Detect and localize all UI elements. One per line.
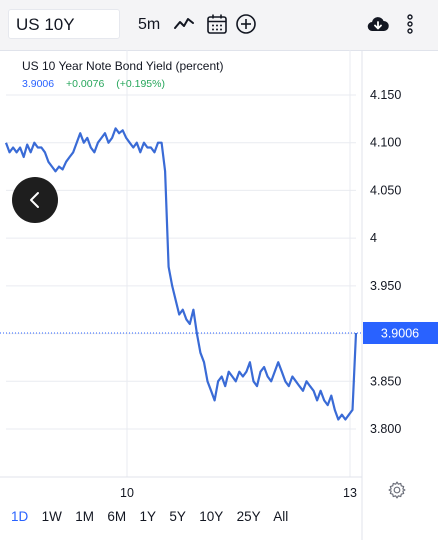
calendar-icon[interactable] <box>205 12 229 36</box>
x-tick-label: 13 <box>343 486 357 500</box>
x-tick-label: 10 <box>120 486 134 500</box>
range-1w[interactable]: 1W <box>41 509 62 524</box>
y-tick-label: 3.950 <box>370 279 401 293</box>
y-tick-label: 4.100 <box>370 136 401 150</box>
range-25y[interactable]: 25Y <box>236 509 261 524</box>
chevron-left-icon <box>30 192 39 208</box>
y-tick-label: 4.050 <box>370 183 401 197</box>
symbol-label: US 10Y <box>16 15 75 34</box>
price-chart[interactable]: 4.150 4.100 4.050 4 3.950 3.850 3.800 10 13 3.9… <box>0 50 438 540</box>
range-1d[interactable]: 1D <box>11 509 29 524</box>
gear-icon[interactable] <box>387 480 407 500</box>
chart-style-icon[interactable] <box>172 12 196 36</box>
last-price-label: 3.9006 <box>381 326 419 340</box>
chart-toolbar: US 10Y 5m <box>0 0 438 51</box>
series-line <box>4 127 358 421</box>
range-all[interactable]: All <box>273 509 289 524</box>
range-10y[interactable]: 10Y <box>199 509 224 524</box>
legend-title: US 10 Year Note Bond Yield (percent) <box>22 59 224 73</box>
range-1y[interactable]: 1Y <box>139 509 156 524</box>
last-price-tag <box>363 321 438 344</box>
y-tick-label: 3.850 <box>370 374 401 388</box>
range-selector: 1D 1W 1M 6M 1Y 5Y 10Y 25Y All <box>11 509 298 529</box>
scroll-left-button[interactable] <box>12 177 58 223</box>
y-tick-label: 3.800 <box>370 422 401 436</box>
symbol-search-input[interactable]: US 10Y <box>8 9 120 39</box>
legend-values: 3.9006 +0.0076 (+0.195%) <box>22 78 174 90</box>
add-circle-icon[interactable] <box>234 12 258 36</box>
interval-button[interactable]: 5m <box>138 16 161 33</box>
legend-change: +0.0076 <box>66 78 105 90</box>
y-tick-label: 4 <box>370 231 377 245</box>
range-1m[interactable]: 1M <box>75 509 94 524</box>
range-6m[interactable]: 6M <box>107 509 127 524</box>
more-vertical-icon[interactable] <box>398 12 422 36</box>
legend-change-percent: (+0.195%) <box>116 78 165 90</box>
range-5y[interactable]: 5Y <box>169 509 186 524</box>
legend-price: 3.9006 <box>22 78 55 90</box>
cloud-download-icon[interactable] <box>366 12 390 36</box>
y-tick-label: 4.150 <box>370 88 401 102</box>
